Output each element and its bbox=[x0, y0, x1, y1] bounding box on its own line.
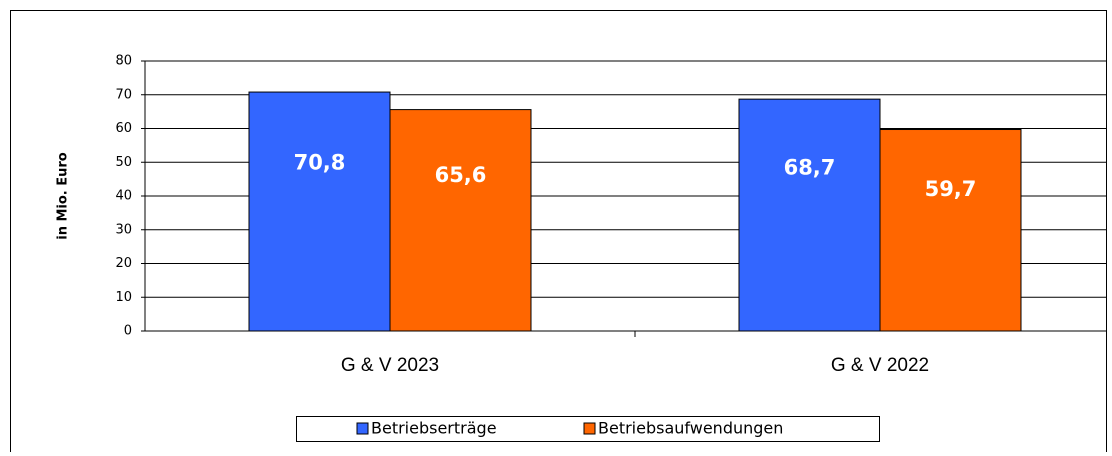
value-label: 68,7 bbox=[784, 156, 836, 180]
legend-swatch bbox=[583, 422, 596, 435]
y-tick-label: 30 bbox=[115, 222, 132, 237]
y-tick-label: 80 bbox=[115, 54, 132, 69]
y-tick-label: 20 bbox=[115, 256, 132, 271]
bar bbox=[879, 129, 1022, 332]
legend-label: Betriebsaufwendungen bbox=[598, 419, 783, 438]
x-tick-label: G & V 2022 bbox=[831, 355, 929, 376]
bar bbox=[389, 109, 532, 332]
y-tick-label: 50 bbox=[115, 155, 132, 170]
y-tick-label: 0 bbox=[124, 324, 132, 339]
y-axis-label: in Mio. Euro bbox=[56, 152, 71, 240]
y-tick-label: 10 bbox=[115, 290, 132, 305]
x-tick-label: G & V 2023 bbox=[341, 355, 439, 376]
legend-label: Betriebserträge bbox=[371, 419, 497, 438]
y-tick-label: 60 bbox=[115, 121, 132, 136]
y-tick-label: 40 bbox=[115, 189, 132, 204]
value-label: 70,8 bbox=[294, 151, 346, 175]
value-label: 59,7 bbox=[925, 177, 977, 201]
y-tick-label: 70 bbox=[115, 87, 132, 102]
bar bbox=[738, 98, 881, 332]
legend-swatch bbox=[356, 422, 369, 435]
chart-border bbox=[10, 10, 1107, 456]
value-label: 65,6 bbox=[435, 163, 487, 187]
bar bbox=[248, 91, 391, 332]
